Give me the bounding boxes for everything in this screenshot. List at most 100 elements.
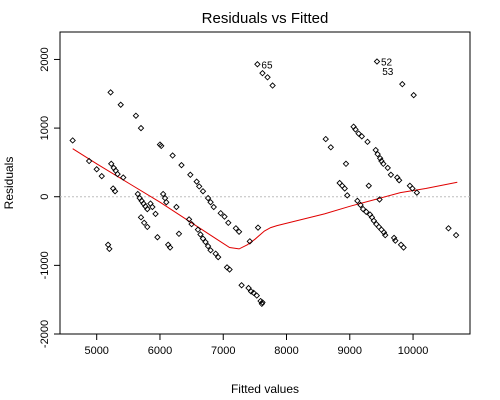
x-tick-label: 6000	[148, 345, 172, 357]
data-point	[202, 238, 209, 246]
data-point	[322, 135, 329, 143]
data-point	[169, 152, 176, 159]
x-axis-title: Fitted values	[231, 382, 299, 396]
data-point	[106, 245, 113, 253]
data-point	[175, 230, 183, 238]
data-point	[137, 214, 145, 221]
data-point	[221, 213, 228, 220]
data-point	[384, 164, 391, 172]
data-point	[235, 228, 243, 235]
data-point	[253, 292, 261, 299]
data-point	[264, 74, 271, 81]
data-point	[98, 172, 105, 180]
data-point	[137, 124, 145, 132]
data-point	[341, 185, 348, 192]
data-point	[152, 210, 159, 218]
data-point	[120, 174, 127, 181]
x-tick-label: 5000	[84, 345, 108, 357]
data-point	[144, 205, 151, 213]
data-point	[269, 82, 276, 89]
data-point	[357, 201, 364, 209]
data-point	[199, 187, 207, 195]
data-point	[355, 130, 362, 137]
x-axis: 5000 6000 7000 8000 9000 10000	[84, 333, 429, 357]
data-point	[245, 284, 252, 292]
data-point	[178, 161, 185, 169]
data-point	[85, 157, 93, 165]
data-point	[327, 144, 335, 151]
chart-title: Residuals vs Fitted	[202, 10, 329, 27]
data-point	[392, 237, 399, 244]
data-point	[194, 226, 202, 233]
data-point	[108, 160, 115, 168]
data-point	[166, 244, 174, 251]
data-point	[107, 89, 114, 96]
y-tick-label: 2000	[39, 47, 51, 71]
data-point	[246, 238, 254, 245]
y-tick-label: -1000	[39, 251, 51, 279]
data-point	[399, 80, 406, 88]
data-point	[362, 208, 370, 216]
data-point	[364, 138, 371, 146]
data-point	[372, 146, 379, 154]
data-point	[452, 231, 460, 239]
data-point	[354, 197, 361, 205]
y-axis-title: Residuals	[2, 157, 16, 210]
data-point	[132, 112, 140, 119]
data-point	[373, 58, 381, 65]
data-point	[193, 178, 200, 185]
data-point	[376, 196, 383, 203]
data-point	[144, 223, 151, 231]
data-point	[238, 282, 245, 289]
data-point	[111, 187, 119, 195]
data-point	[212, 250, 219, 257]
data-point	[395, 177, 403, 184]
data-point	[359, 205, 367, 213]
point-label: 65	[261, 60, 273, 71]
data-point	[380, 160, 387, 168]
data-point	[173, 203, 180, 211]
data-point	[342, 160, 350, 168]
data-point	[140, 219, 148, 227]
data-point	[204, 194, 212, 202]
data-point	[217, 209, 224, 217]
data-point	[336, 179, 343, 187]
data-point	[114, 170, 121, 178]
y-tick-label: 1000	[39, 116, 51, 140]
x-tick-label: 8000	[274, 345, 298, 357]
data-point	[93, 166, 100, 173]
data-point	[187, 171, 194, 179]
data-point	[163, 198, 170, 206]
data-point	[254, 224, 262, 231]
data-point	[259, 299, 266, 306]
data-point	[352, 126, 359, 133]
data-point	[154, 233, 161, 241]
points-layer	[69, 58, 460, 308]
y-axis: -2000 -1000 0 1000 2000	[39, 47, 60, 348]
y-tick-label: -2000	[39, 320, 51, 348]
data-point	[344, 192, 351, 199]
data-point	[188, 220, 195, 228]
smooth-trend-line	[72, 148, 458, 250]
data-point	[358, 133, 366, 140]
data-point	[409, 185, 416, 192]
data-point	[365, 182, 373, 189]
data-point	[199, 235, 207, 242]
x-tick-label: 7000	[211, 345, 235, 357]
data-point	[195, 183, 203, 190]
data-point	[387, 171, 395, 179]
data-point	[210, 203, 217, 211]
data-point	[380, 229, 388, 236]
data-point	[214, 253, 222, 261]
data-point	[134, 190, 142, 198]
data-point	[117, 101, 124, 108]
data-point	[374, 150, 381, 158]
data-point	[159, 190, 167, 198]
data-point	[69, 137, 76, 144]
x-tick-label: 9000	[338, 345, 362, 357]
x-tick-label: 10000	[398, 345, 429, 357]
data-point	[254, 61, 261, 68]
data-point	[376, 155, 384, 162]
data-point	[259, 69, 266, 77]
